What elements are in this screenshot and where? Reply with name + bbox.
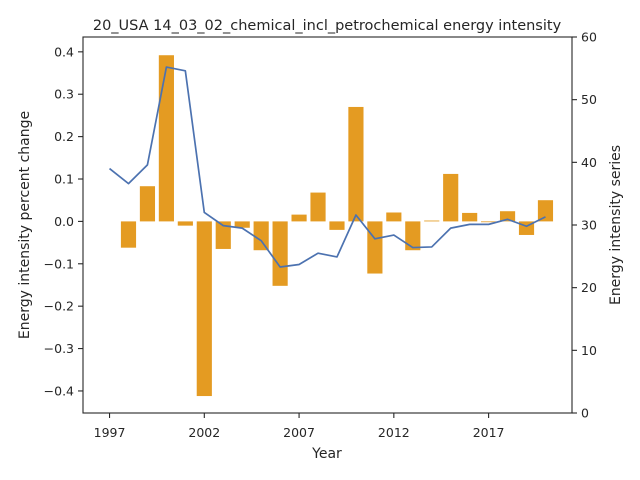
- bar: [348, 106, 364, 222]
- bar: [424, 220, 440, 222]
- bar: [120, 221, 137, 248]
- bar: [367, 221, 383, 274]
- x-tick-label: 2007: [283, 425, 315, 440]
- x-tick-label: 2012: [378, 425, 410, 440]
- chart-title: 20_USA 14_03_02_chemical_incl_petrochemi…: [93, 18, 562, 34]
- y-right-tick-label: 20: [581, 280, 597, 295]
- y-left-tick-label: 0.1: [54, 172, 74, 187]
- bar: [272, 221, 288, 286]
- y-left-tick-label: 0.0: [54, 214, 74, 229]
- bar: [234, 221, 250, 228]
- y-left-tick-label: 0.3: [54, 87, 74, 102]
- y-right-tick-label: 0: [581, 406, 589, 421]
- bar: [443, 173, 459, 222]
- series-line: [109, 66, 546, 268]
- y-left-ticks: −0.4 −0.3 −0.2 −0.1 0.0 0.1 0.2 0.3 0.4: [44, 44, 83, 398]
- bar: [499, 211, 516, 222]
- bar: [196, 221, 212, 397]
- y-left-tick-label: 0.2: [54, 129, 74, 144]
- x-tick-label: 1997: [94, 425, 126, 440]
- x-ticks: 1997 2002 2007 2012 2017: [94, 413, 505, 440]
- x-axis-title: Year: [311, 446, 342, 462]
- y-right-tick-label: 30: [581, 218, 597, 233]
- x-tick-label: 2002: [188, 425, 220, 440]
- bar: [291, 214, 307, 222]
- y-left-tick-label: −0.3: [44, 341, 74, 356]
- y-right-axis-title: Energy intensity series: [608, 145, 624, 305]
- y-right-tick-label: 50: [581, 92, 597, 107]
- y-left-tick-label: 0.4: [54, 44, 74, 59]
- bar: [310, 192, 326, 222]
- x-tick-label: 2017: [473, 425, 505, 440]
- bar: [405, 221, 421, 251]
- y-right-ticks: 0 10 20 30 40 50 60: [572, 30, 597, 421]
- y-right-tick-label: 60: [581, 30, 597, 45]
- bar: [177, 221, 193, 226]
- line-layer: [109, 66, 546, 268]
- plot-frame: [82, 36, 573, 414]
- bar: [481, 221, 497, 223]
- y-right-tick-label: 10: [581, 343, 597, 358]
- y-left-axis-title: Energy intensity percent change: [17, 111, 33, 339]
- bar: [386, 212, 402, 222]
- y-left-tick-label: −0.2: [44, 299, 74, 314]
- bar: [139, 186, 156, 222]
- bar: [537, 200, 554, 222]
- bar: [215, 221, 231, 249]
- bar: [253, 221, 269, 251]
- y-left-tick-label: −0.4: [44, 383, 74, 398]
- bar: [462, 212, 478, 222]
- bars-layer: [120, 55, 554, 397]
- y-right-tick-label: 40: [581, 155, 597, 170]
- y-left-tick-label: −0.1: [44, 256, 74, 271]
- bar: [158, 55, 174, 222]
- bar: [329, 221, 345, 230]
